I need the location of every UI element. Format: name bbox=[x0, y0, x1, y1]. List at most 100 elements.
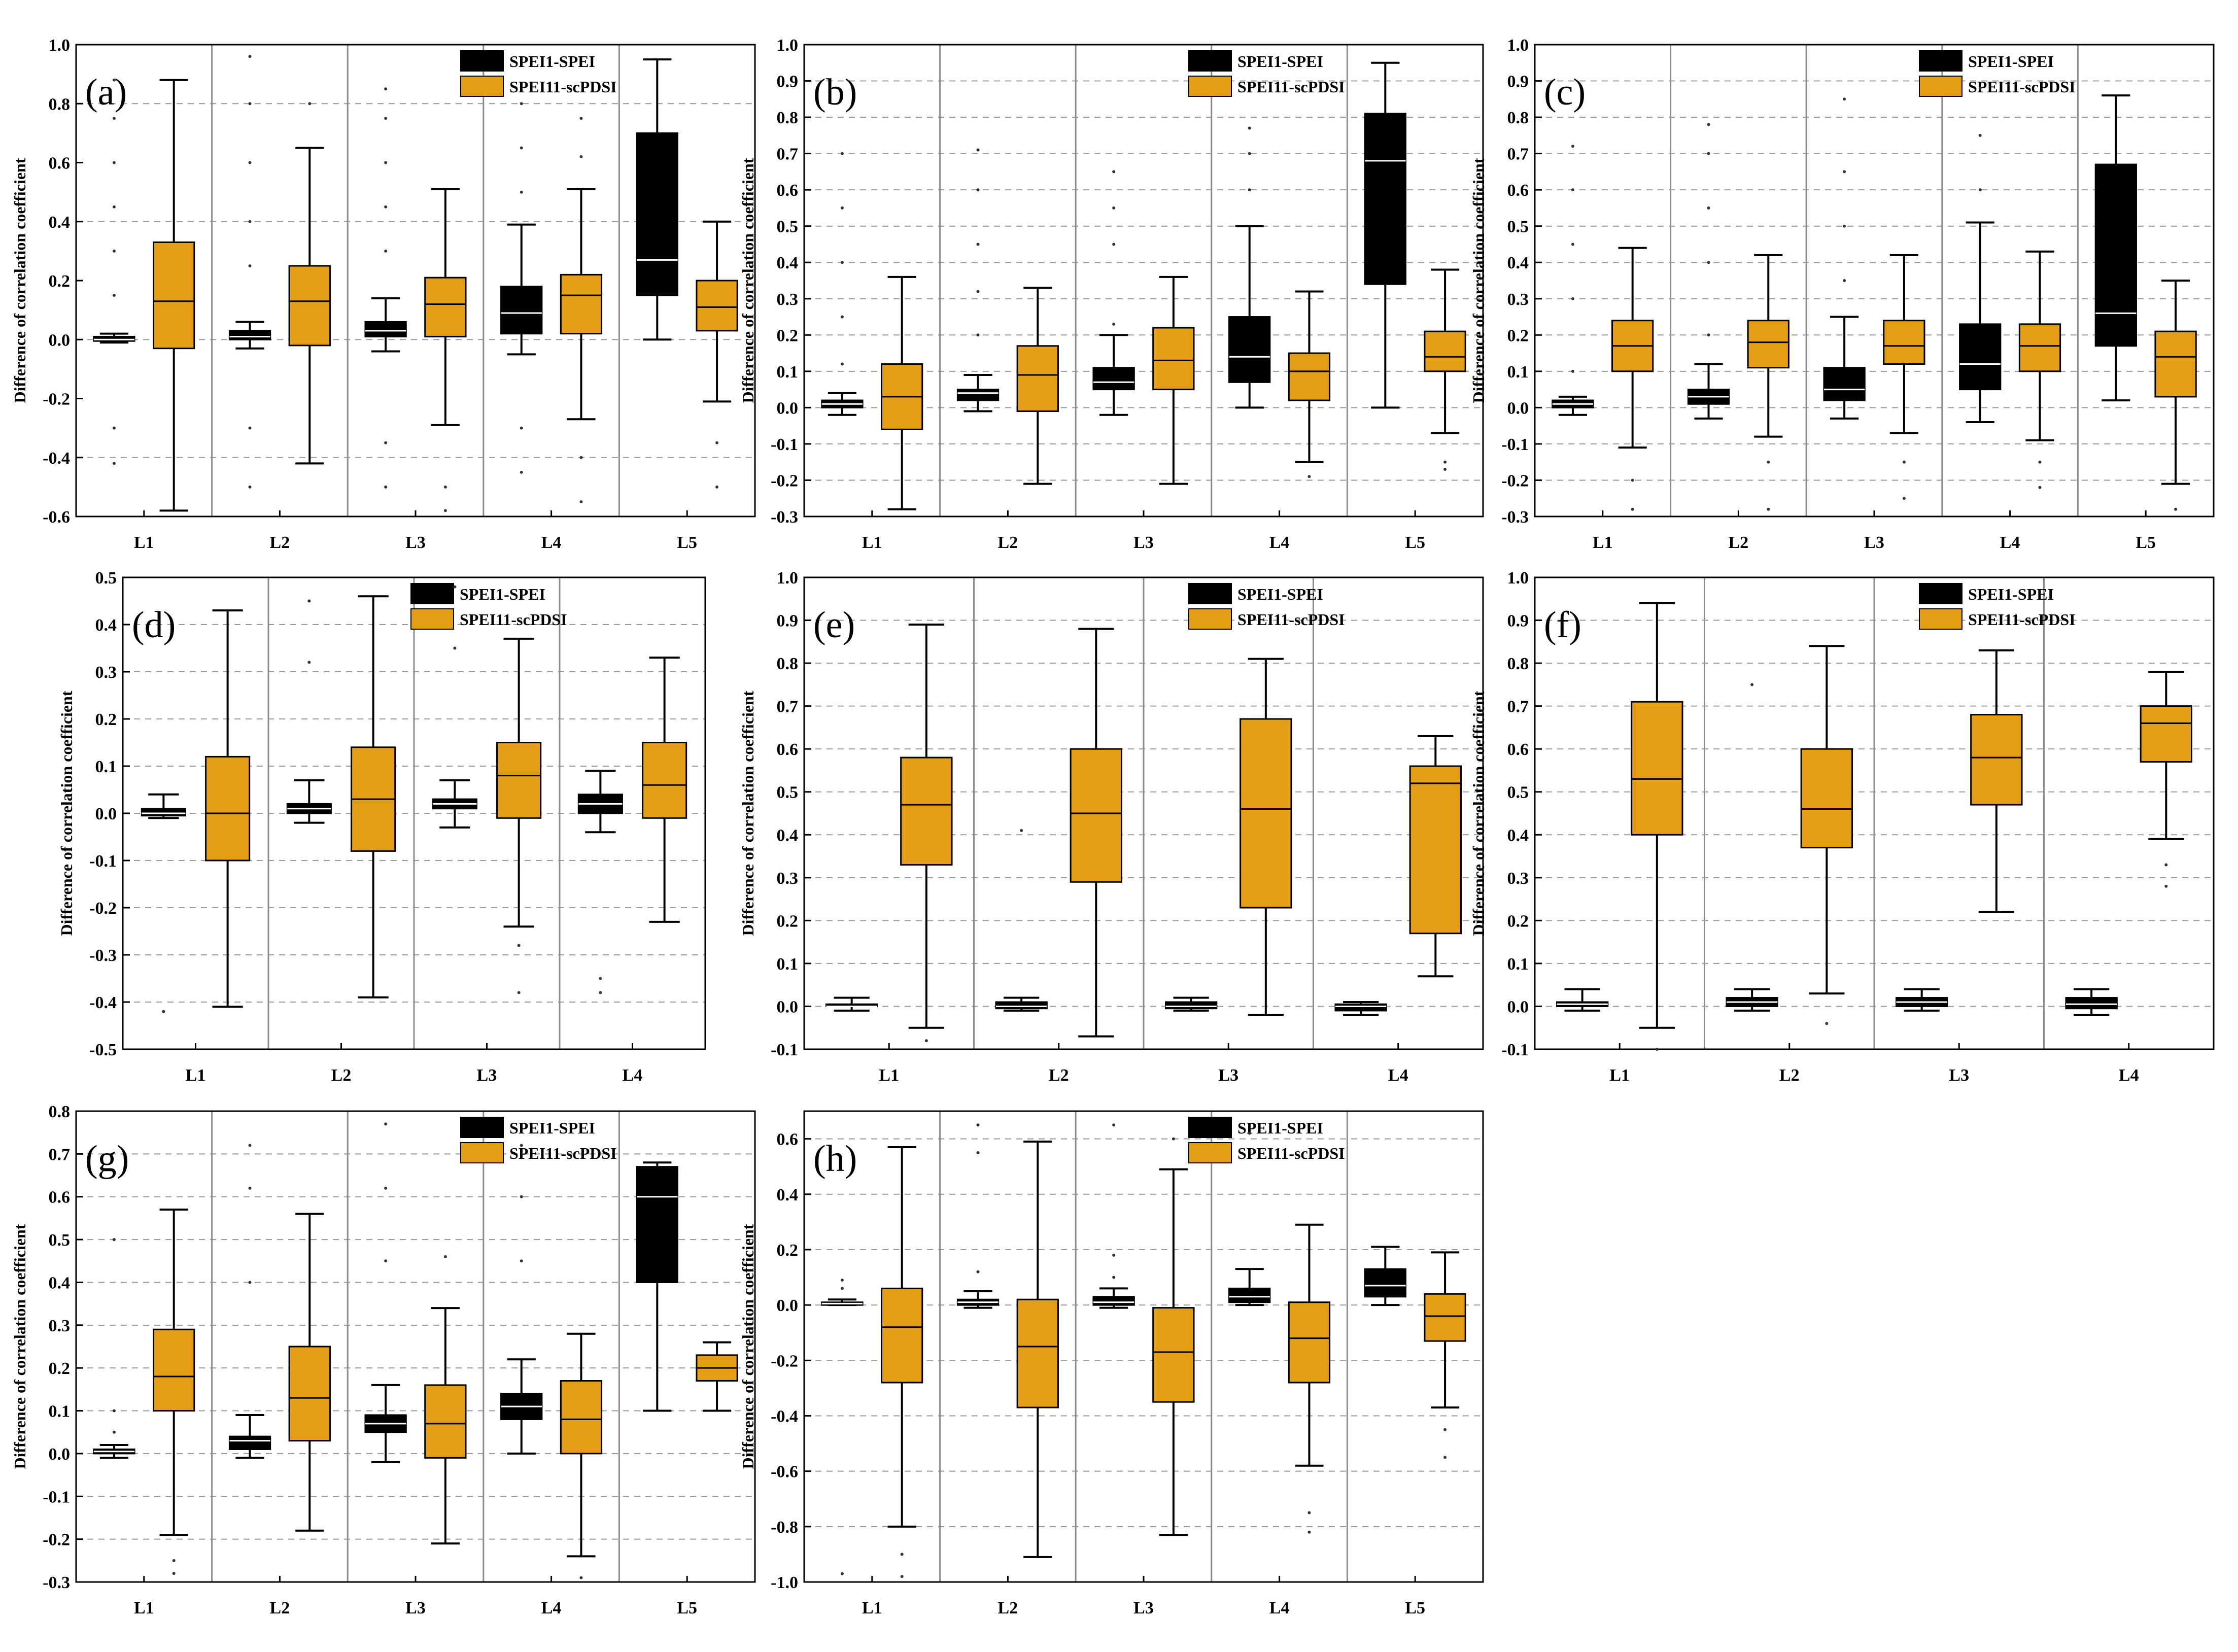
y-tick-label: 0.8 bbox=[777, 109, 799, 127]
outlier-point bbox=[579, 1576, 583, 1579]
legend-label: SPEI1-SPEI bbox=[1968, 52, 2054, 71]
y-tick-label: 0.6 bbox=[777, 740, 799, 759]
box-spei11-scpdsi bbox=[153, 241, 195, 350]
outlier-point bbox=[1843, 170, 1846, 174]
outlier-point bbox=[900, 1553, 904, 1556]
outlier-point bbox=[248, 55, 252, 58]
y-tick-label: 0.0 bbox=[1507, 997, 1529, 1016]
box-spei1-spei bbox=[1364, 1268, 1406, 1298]
y-tick-label: -0.2 bbox=[89, 899, 117, 918]
outlier-point bbox=[976, 1151, 980, 1154]
y-tick-label: 0.5 bbox=[777, 218, 799, 236]
panel-e: -0.1 0.0 0.1 0.2 0.3 0.4 0.5 0.6 0.7 0.8 0.9 1.0 Dif… bbox=[739, 569, 1484, 1085]
x-tick-label: L1 bbox=[862, 1599, 882, 1617]
y-tick-label: 0.0 bbox=[49, 1445, 71, 1464]
outlier-point bbox=[1978, 86, 1982, 90]
y-tick-label: 0.6 bbox=[777, 181, 799, 200]
box-spei1-spei bbox=[956, 389, 1000, 401]
panel-a: -0.6 -0.4 -0.2 0.0 0.2 0.4 0.6 0.8 1.0 Difference… bbox=[11, 36, 756, 552]
y-axis-title: Difference of correlation coefficient bbox=[11, 1224, 29, 1469]
box-spei11-scpdsi bbox=[1152, 1307, 1195, 1403]
y-tick-label: 0.6 bbox=[1507, 740, 1529, 759]
outlier-point bbox=[172, 1572, 176, 1575]
outlier-point bbox=[1248, 188, 1251, 192]
box-spei11-scpdsi bbox=[1424, 330, 1466, 372]
box-spei11-scpdsi bbox=[1970, 714, 2023, 806]
outlier-point bbox=[517, 991, 521, 994]
box-spei11-scpdsi bbox=[2154, 330, 2197, 398]
outlier-point bbox=[248, 1144, 252, 1147]
y-tick-label: 0.2 bbox=[777, 1241, 799, 1260]
y-tick-label: 0.3 bbox=[95, 663, 117, 682]
panel-label: (h) bbox=[813, 1138, 857, 1180]
outlier-point bbox=[1843, 224, 1846, 228]
y-axis-title: Difference of correlation coefficient bbox=[739, 158, 757, 403]
y-tick-label: -0.2 bbox=[771, 1352, 798, 1370]
y-tick-label: 0.6 bbox=[49, 154, 71, 173]
outlier-point bbox=[1443, 468, 1447, 471]
legend-label: SPEI1-SPEI bbox=[1237, 1119, 1323, 1137]
box-spei11-scpdsi bbox=[496, 742, 542, 819]
box-spei11-scpdsi bbox=[1288, 352, 1331, 401]
legend-swatch bbox=[410, 583, 454, 604]
box-spei1-spei bbox=[636, 1166, 678, 1283]
legend-label: SPEI1-SPEI bbox=[509, 1119, 595, 1137]
outlier-point bbox=[1843, 279, 1846, 282]
outlier-point bbox=[840, 261, 844, 264]
y-tick-label: 0.0 bbox=[49, 331, 71, 350]
x-tick-label: L1 bbox=[134, 533, 154, 552]
y-tick-label: 0.3 bbox=[1507, 290, 1529, 309]
y-tick-label: 0.4 bbox=[1507, 826, 1529, 845]
panel-c: -0.3 -0.2 -0.1 0.0 0.1 0.2 0.3 0.4 0.5 0.6 0.7 0.8 0… bbox=[1469, 36, 2215, 552]
y-tick-label: 0.1 bbox=[49, 1402, 71, 1421]
x-tick-label: L2 bbox=[331, 1066, 352, 1085]
outlier-point bbox=[1443, 1428, 1447, 1431]
box-spei1-spei bbox=[1092, 367, 1135, 391]
box-spei1-spei bbox=[228, 1435, 271, 1450]
outlier-point bbox=[248, 264, 252, 267]
outlier-point bbox=[840, 206, 844, 210]
outlier-point bbox=[2174, 507, 2178, 511]
legend-swatch bbox=[1919, 583, 1962, 604]
outlier-point bbox=[1112, 170, 1116, 174]
legend-label: SPEI11-scPDSI bbox=[1237, 1144, 1345, 1162]
y-tick-label: -0.1 bbox=[771, 1041, 798, 1059]
legend-label: SPEI11-scPDSI bbox=[1968, 78, 2076, 96]
outlier-point bbox=[443, 1255, 447, 1258]
y-tick-label: 0.6 bbox=[777, 1130, 799, 1149]
y-tick-label: 1.0 bbox=[777, 569, 799, 588]
y-tick-label: 0.0 bbox=[1507, 399, 1529, 418]
outlier-point bbox=[1571, 243, 1574, 246]
panel-h: -1.0 -0.8 -0.6 -0.4 -0.2 0.0 0.2 0.4 0.6 Differen… bbox=[739, 1110, 1484, 1617]
legend-label: SPEI11-scPDSI bbox=[1237, 78, 1345, 96]
x-tick-label: L4 bbox=[1388, 1066, 1408, 1085]
outlier-point bbox=[1443, 460, 1447, 464]
legend-swatch bbox=[1188, 608, 1232, 630]
outlier-point bbox=[248, 102, 252, 106]
box-spei11-scpdsi bbox=[424, 1384, 467, 1459]
y-tick-label: 0.5 bbox=[1507, 783, 1529, 802]
outlier-point bbox=[384, 87, 388, 91]
box-spei1-spei bbox=[1228, 1287, 1271, 1303]
legend-label: SPEI11-scPDSI bbox=[509, 78, 617, 96]
outlier-point bbox=[520, 1144, 523, 1147]
y-tick-label: -0.5 bbox=[89, 1041, 117, 1059]
outlier-point bbox=[1571, 145, 1574, 148]
box-spei1-spei bbox=[2094, 163, 2137, 347]
y-tick-label: 0.5 bbox=[95, 569, 117, 588]
box-spei11-scpdsi bbox=[288, 1346, 331, 1442]
y-tick-label: 1.0 bbox=[49, 36, 71, 55]
y-tick-label: 0.2 bbox=[777, 912, 799, 931]
y-tick-label: 0.0 bbox=[777, 399, 799, 418]
plot-frame bbox=[1534, 576, 2215, 1050]
box-spei11-scpdsi bbox=[153, 1328, 195, 1412]
box-spei11-scpdsi bbox=[2140, 705, 2193, 763]
outlier-point bbox=[443, 485, 447, 489]
box-spei11-scpdsi bbox=[1409, 765, 1462, 935]
outlier-point bbox=[443, 509, 447, 512]
y-tick-label: -0.4 bbox=[771, 1407, 798, 1426]
y-tick-label: 0.9 bbox=[777, 73, 799, 91]
box-spei11-scpdsi bbox=[642, 742, 687, 819]
legend-swatch bbox=[1188, 76, 1232, 97]
